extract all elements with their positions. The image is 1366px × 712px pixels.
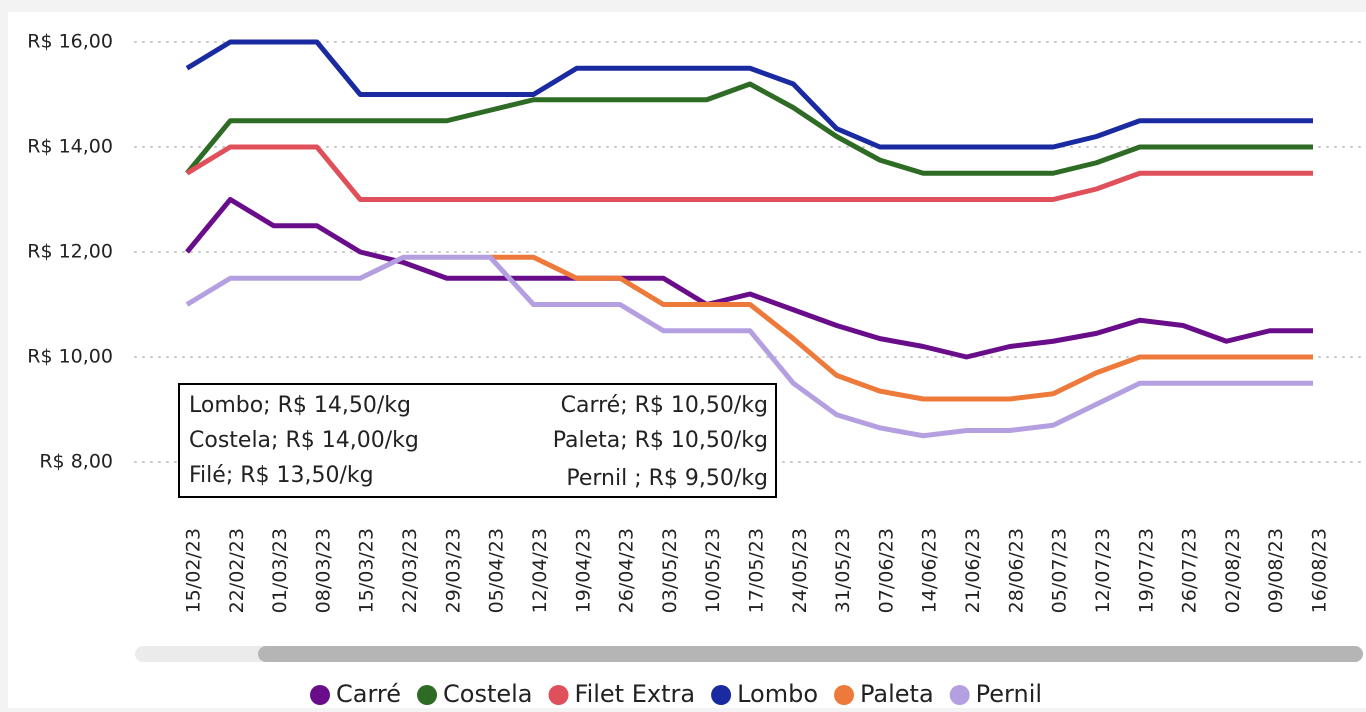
series-line [185, 144, 1313, 202]
x-tick-label: 01/03/23 [269, 528, 291, 613]
legend-label: Filet Extra [575, 680, 696, 708]
annotation: Pernil ; R$ 9,50/kg [566, 466, 768, 491]
annotation: Costela; R$ 14,00/kg [189, 428, 419, 453]
series-line [185, 254, 1313, 439]
x-tick-label: 22/03/23 [399, 528, 421, 613]
chart-background [8, 12, 1366, 708]
lines [185, 39, 1313, 439]
x-tick-label: 08/03/23 [312, 528, 334, 613]
x-tick-label: 31/05/23 [832, 528, 854, 613]
scrollbar-thumb[interactable] [258, 646, 1363, 662]
legend-marker [310, 685, 330, 705]
legend-marker [834, 685, 855, 705]
x-tick-label: 15/02/23 [183, 528, 205, 613]
y-tick-label: R$ 8,00 [39, 451, 113, 473]
y-tick-label: R$ 14,00 [27, 136, 113, 158]
annotation: Filé; R$ 13,50/kg [189, 463, 374, 488]
x-tick-label: 19/07/23 [1135, 528, 1157, 613]
legend-marker [417, 685, 438, 705]
x-tick-label: 22/02/23 [226, 528, 248, 613]
x-tick-label: 26/07/23 [1179, 528, 1201, 613]
x-tick-label: 17/05/23 [746, 528, 768, 613]
x-tick-label: 09/08/23 [1265, 528, 1287, 613]
y-tick-label: R$ 10,00 [27, 346, 113, 368]
x-tick-label: 15/03/23 [356, 528, 378, 613]
annotation-box [178, 383, 777, 498]
x-tick-label: 05/07/23 [1049, 528, 1071, 613]
x-tick-label: 24/05/23 [789, 528, 811, 613]
x-tick-label: 26/04/23 [616, 528, 638, 613]
x-tick-label: 12/04/23 [529, 528, 551, 613]
legend-marker [711, 685, 732, 705]
legend-marker [949, 685, 970, 705]
legend-label: Carré [336, 680, 401, 708]
y-tick-label: R$ 16,00 [27, 31, 113, 53]
x-tick-label: 02/08/23 [1222, 528, 1244, 613]
legend-label: Costela [443, 680, 533, 708]
x-tick-label: 07/06/23 [875, 528, 897, 613]
annotation: Carré; R$ 10,50/kg [561, 393, 768, 418]
annotation: Lombo; R$ 14,50/kg [189, 393, 411, 418]
series-line [185, 39, 1313, 150]
x-tick-label: 21/06/23 [962, 528, 984, 613]
x-tick-label: 03/05/23 [659, 528, 681, 613]
x-tick-label: 12/07/23 [1092, 528, 1114, 613]
legend-label: Lombo [737, 680, 818, 708]
x-tick-label: 10/05/23 [702, 528, 724, 613]
legend-label: Pernil [976, 680, 1042, 708]
annotation: Paleta; R$ 10,50/kg [553, 428, 768, 453]
x-tick-label: 19/04/23 [572, 528, 594, 613]
y-tick-label: R$ 12,00 [27, 241, 113, 263]
series-line [490, 254, 1313, 402]
x-tick-label: 29/03/23 [442, 528, 464, 613]
series-line [185, 197, 1313, 360]
legend-label: Paleta [860, 680, 934, 708]
x-tick-label: 28/06/23 [1005, 528, 1027, 613]
legend-marker [548, 685, 569, 705]
series-line [185, 81, 1313, 176]
x-tick-label: 14/06/23 [919, 528, 941, 613]
legend: Carré Costela Filet Extra Lombo Paleta Pernil [310, 680, 1042, 708]
x-tick-label: 05/04/23 [486, 528, 508, 613]
x-tick-label: 16/08/23 [1309, 528, 1331, 613]
